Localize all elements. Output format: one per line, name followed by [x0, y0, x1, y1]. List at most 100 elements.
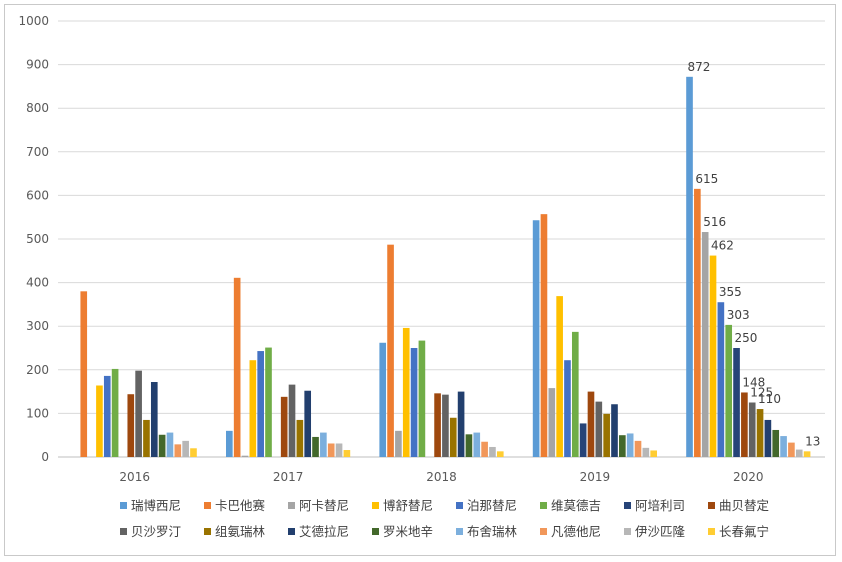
bar	[650, 450, 657, 457]
bar	[772, 429, 780, 457]
bar	[304, 390, 312, 457]
legend-label: 曲贝替定	[719, 498, 769, 513]
bar	[457, 391, 465, 457]
bar	[135, 370, 142, 457]
bar	[280, 396, 288, 457]
bar	[395, 430, 402, 457]
legend-label: 泊那替尼	[467, 498, 517, 513]
bar	[803, 451, 811, 457]
data-label: 110	[758, 392, 781, 406]
bar	[733, 348, 740, 457]
bar	[540, 214, 548, 457]
bar	[701, 232, 709, 457]
legend-label: 布舍瑞林	[467, 524, 518, 539]
bar	[80, 291, 88, 457]
bar	[579, 423, 587, 457]
data-label: 303	[727, 308, 750, 322]
bar	[127, 394, 135, 457]
y-tick-label: 100	[26, 406, 49, 420]
bar	[709, 255, 717, 457]
bar	[387, 244, 394, 457]
legend-label: 贝沙罗汀	[131, 524, 181, 539]
bar	[626, 433, 634, 457]
legend-swatch	[288, 528, 295, 535]
legend-label: 长春氟宁	[719, 524, 769, 539]
bar	[748, 402, 756, 457]
bar	[619, 435, 626, 457]
bar	[556, 296, 563, 457]
legend-label: 维莫德吉	[551, 498, 601, 513]
legend-label: 博舒替尼	[383, 498, 433, 513]
legend-swatch	[372, 528, 379, 535]
legend-label: 组氨瑞林	[215, 524, 266, 539]
bar	[233, 277, 241, 457]
legend-label: 艾德拉尼	[299, 524, 349, 539]
bar	[96, 385, 103, 457]
y-tick-label: 500	[26, 232, 49, 246]
bar	[402, 327, 410, 457]
bar	[788, 442, 795, 457]
bar	[111, 368, 119, 457]
bar	[780, 436, 787, 457]
bar	[158, 434, 166, 457]
bar	[434, 393, 441, 457]
chart-frame: 0 100 200 300 400 500 600 700 800 900 1000 2016 2017…	[4, 4, 836, 556]
legend-label: 凡德他尼	[551, 524, 601, 539]
bar	[174, 444, 182, 457]
data-label: 250	[735, 331, 758, 345]
bar	[564, 360, 571, 457]
bar	[473, 432, 481, 457]
bar	[741, 392, 748, 457]
legend-swatch	[120, 528, 127, 535]
y-tick-label: 200	[26, 363, 49, 377]
bar	[595, 401, 603, 457]
bar	[489, 446, 496, 457]
bar	[717, 302, 725, 457]
bar	[686, 76, 693, 458]
legend-label: 伊沙匹隆	[635, 524, 686, 539]
bar	[642, 447, 650, 457]
y-tick-label: 600	[26, 188, 49, 202]
legend-swatch	[540, 502, 547, 509]
bar	[496, 451, 504, 457]
bar	[327, 443, 335, 457]
x-tick-label: 2019	[580, 470, 611, 484]
data-label: 516	[703, 215, 726, 229]
legend-swatch	[372, 502, 379, 509]
bar	[442, 394, 449, 457]
legend-swatch	[456, 502, 463, 509]
legend-label: 罗米地辛	[383, 524, 433, 539]
bar	[226, 430, 233, 457]
bar	[481, 441, 488, 457]
bar	[379, 342, 387, 457]
y-tick-label: 700	[26, 145, 49, 159]
x-tick-label: 2018	[426, 470, 457, 484]
bar	[587, 391, 595, 457]
y-tick-label: 400	[26, 276, 49, 290]
legend-swatch	[624, 502, 631, 509]
bar	[265, 347, 272, 457]
bar	[725, 324, 733, 457]
bar	[190, 448, 197, 457]
data-label: 13	[805, 434, 820, 448]
bar	[603, 413, 610, 457]
bar	[288, 384, 296, 457]
bar	[296, 419, 304, 457]
data-label: 872	[688, 60, 711, 74]
bar	[343, 450, 351, 457]
bar	[257, 351, 264, 457]
bar	[312, 436, 319, 457]
legend-swatch	[456, 528, 463, 535]
legend-swatch	[204, 528, 211, 535]
bar	[548, 388, 556, 457]
y-tick-label: 800	[26, 101, 49, 115]
bar	[418, 340, 426, 457]
data-label: 148	[742, 375, 765, 389]
bar	[241, 455, 249, 457]
bar	[571, 331, 579, 457]
bar	[335, 443, 343, 457]
legend-label: 阿卡替尼	[299, 498, 349, 513]
bar	[634, 440, 642, 457]
grouped-bar-chart: 0 100 200 300 400 500 600 700 800 900 1000 2016 2017…	[18, 14, 825, 539]
bar	[795, 449, 803, 457]
